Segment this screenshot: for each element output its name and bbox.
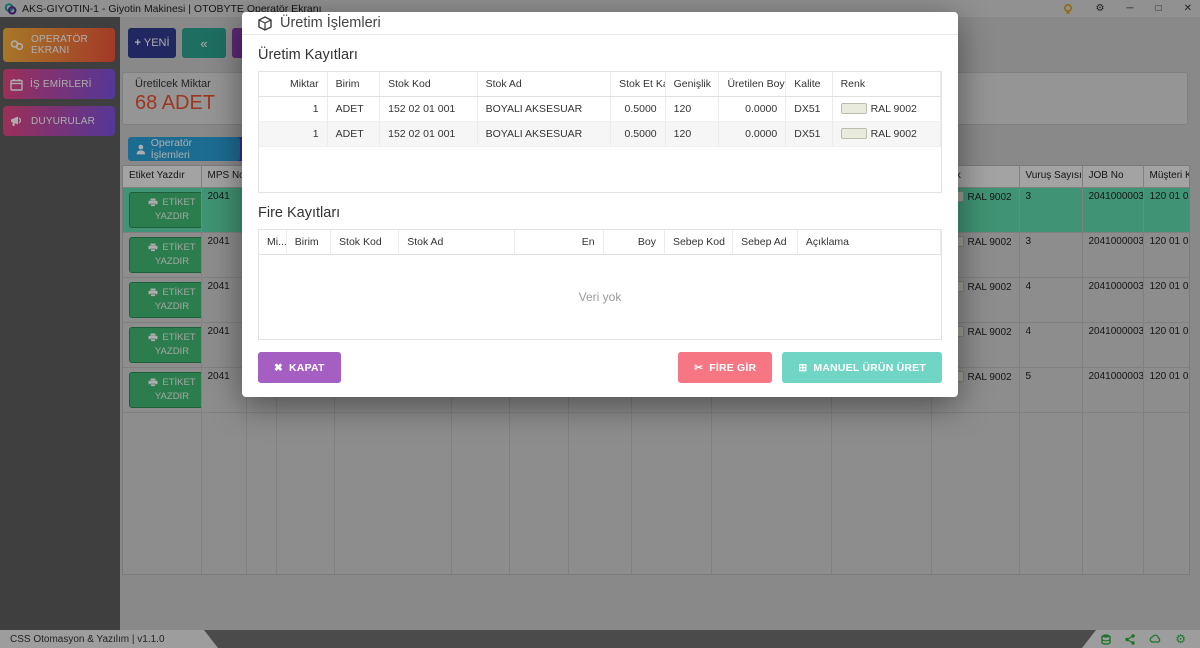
close-button[interactable]: ✕ xyxy=(1183,3,1192,14)
etiket-yazdir-button[interactable]: ETİKET YAZDIR xyxy=(129,191,200,228)
cell-renk: RAL 9002 xyxy=(832,96,942,122)
printer-icon xyxy=(148,243,158,253)
etiket-yazdir-button[interactable]: ETİKET YAZDIR xyxy=(129,371,200,408)
modal-header: Üretim İşlemleri xyxy=(242,12,958,35)
cell-musteri: 120 01 028 0 xyxy=(1143,322,1189,368)
sidebar: OPERATÖR EKRANI İŞ EMİRLERİ DUYURULAR xyxy=(0,17,120,630)
window-title: AKS-GIYOTIN-1 - Giyotin Makinesi | OTOBY… xyxy=(22,2,322,15)
settings-gear-icon[interactable]: ⚙ xyxy=(1095,3,1105,14)
cell-job: 2041000003 xyxy=(1082,187,1144,233)
cell-musteri: 120 01 028 0 xyxy=(1143,187,1189,233)
cell-vurus: 3 xyxy=(1019,187,1083,233)
quantity-value: 68 ADET xyxy=(135,92,216,114)
cell-vurus: 4 xyxy=(1019,322,1083,368)
color-swatch xyxy=(840,128,867,139)
col-etiket-yazdir: Etiket Yazdır xyxy=(123,166,202,188)
sidebar-item-label: DUYURULAR xyxy=(31,115,96,127)
gear-icon[interactable]: ⚙ xyxy=(1175,632,1186,646)
manuel-urun-uret-button[interactable]: ⊞ MANUEL ÜRÜN ÜRET xyxy=(782,352,942,383)
collapse-button[interactable]: « xyxy=(182,28,226,58)
uretim-islemleri-modal: Üretim İşlemleri Üretim Kayıtları Miktar… xyxy=(242,12,958,397)
production-section-title: Üretim Kayıtları xyxy=(258,47,358,63)
cell-job: 2041000003 xyxy=(1082,232,1144,278)
empty-grid-area xyxy=(123,412,1189,574)
sidebar-item-operator-ekrani[interactable]: OPERATÖR EKRANI xyxy=(3,28,115,62)
user-icon xyxy=(136,144,146,154)
close-x-icon: ✖ xyxy=(274,361,283,374)
production-row[interactable]: 1 ADET 152 02 01 001 BOYALI AKSESUAR 0.5… xyxy=(259,121,942,147)
etiket-yazdir-button[interactable]: ETİKET YAZDIR xyxy=(129,326,200,363)
cell-musteri: 120 01 028 0 xyxy=(1143,277,1189,323)
status-bar: CSS Otomasyon & Yazılım | v1.1.0 ⚙ xyxy=(0,630,1200,648)
production-header-row: Miktar Birim Stok Kod Stok Ad Stok Et Ka… xyxy=(259,72,942,97)
sidebar-item-duyurular[interactable]: DUYURULAR xyxy=(3,106,115,136)
printer-icon xyxy=(148,198,158,208)
cube-icon xyxy=(258,15,272,31)
chevrons-left-icon: « xyxy=(200,35,208,51)
fire-section-title: Fire Kayıtları xyxy=(258,205,341,221)
maximize-button[interactable]: □ xyxy=(1155,3,1162,14)
status-icons: ⚙ xyxy=(1082,630,1200,648)
etiket-yazdir-button[interactable]: ETİKET YAZDIR xyxy=(129,236,200,273)
empty-state-text: Veri yok xyxy=(578,290,622,304)
sidebar-item-is-emirleri[interactable]: İŞ EMİRLERİ xyxy=(3,69,115,99)
minimize-button[interactable]: ─ xyxy=(1126,3,1134,14)
col-vurus-sayisi: Vuruş Sayısı xyxy=(1019,166,1083,188)
megaphone-icon xyxy=(11,116,22,126)
cell-renk: RAL 9002 xyxy=(832,121,942,147)
app-logo-icon xyxy=(4,3,17,15)
share-icon[interactable] xyxy=(1125,633,1135,645)
cell-mps: 2041 xyxy=(201,322,247,368)
sidebar-item-label: İŞ EMİRLERİ xyxy=(30,78,92,90)
scissors-icon: ✂ xyxy=(694,361,704,374)
cell-job: 2041000003 xyxy=(1082,322,1144,368)
theme-bulb-icon[interactable] xyxy=(1062,3,1074,15)
color-swatch xyxy=(840,103,867,114)
database-icon[interactable] xyxy=(1101,633,1111,645)
status-version: CSS Otomasyon & Yazılım | v1.1.0 xyxy=(0,630,218,648)
plus-square-icon: ⊞ xyxy=(798,361,808,374)
cell-vurus: 3 xyxy=(1019,232,1083,278)
modal-footer: ✖ KAPAT ✂ FİRE GİR ⊞ MANUEL ÜRÜN ÜRET xyxy=(242,340,958,397)
printer-icon xyxy=(148,378,158,388)
printer-icon xyxy=(148,288,158,298)
sidebar-item-label: OPERATÖR EKRANI xyxy=(31,34,88,56)
cloud-sync-icon[interactable] xyxy=(1149,634,1161,644)
production-table: Miktar Birim Stok Kod Stok Ad Stok Et Ka… xyxy=(258,71,942,193)
cell-vurus: 5 xyxy=(1019,367,1083,413)
cell-job: 2041000003 xyxy=(1082,367,1144,413)
fire-header-row: Mi... Birim Stok Kod Stok Ad En Boy Sebe… xyxy=(259,230,942,255)
calendar-icon xyxy=(10,78,23,91)
cell-mps: 2041 xyxy=(201,277,247,323)
operator-islemleri-button[interactable]: Operatör İşlemleri xyxy=(128,137,240,161)
cell-mps: 2041 xyxy=(201,187,247,233)
col-job-no: JOB No xyxy=(1082,166,1144,188)
plus-icon: + xyxy=(134,37,141,49)
operator-screen-icon xyxy=(10,40,24,51)
fire-gir-button[interactable]: ✂ FİRE GİR xyxy=(678,352,773,383)
printer-icon xyxy=(148,333,158,343)
cell-musteri: 120 01 028 0 xyxy=(1143,367,1189,413)
cell-mps: 2041 xyxy=(201,367,247,413)
production-row[interactable]: 1 ADET 152 02 01 001 BOYALI AKSESUAR 0.5… xyxy=(259,96,942,122)
cell-job: 2041000003 xyxy=(1082,277,1144,323)
fire-table: Mi... Birim Stok Kod Stok Ad En Boy Sebe… xyxy=(258,229,942,340)
kapat-button[interactable]: ✖ KAPAT xyxy=(258,352,341,383)
col-musteri-kod: Müşteri Kod xyxy=(1143,166,1189,188)
quantity-label: Üretilcek Miktar xyxy=(135,78,211,90)
cell-musteri: 120 01 028 0 xyxy=(1143,232,1189,278)
col-mps-no: MPS No xyxy=(201,166,247,188)
new-button[interactable]: + YENİ xyxy=(128,28,176,58)
cell-vurus: 4 xyxy=(1019,277,1083,323)
modal-title: Üretim İşlemleri xyxy=(280,15,381,31)
etiket-yazdir-button[interactable]: ETİKET YAZDIR xyxy=(129,281,200,318)
